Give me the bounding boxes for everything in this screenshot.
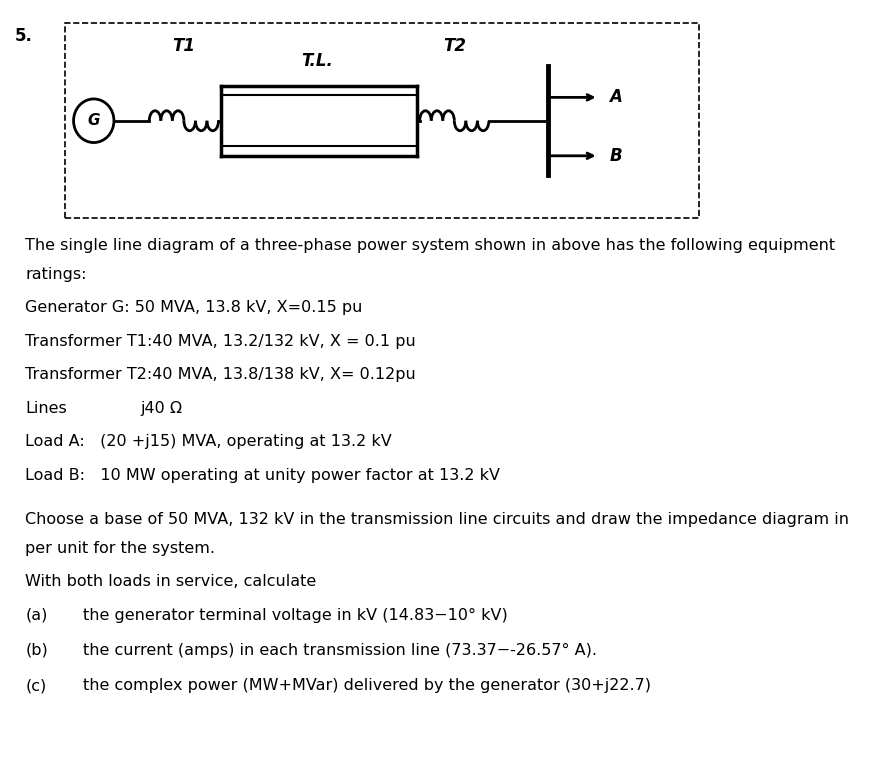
Text: (c): (c)	[26, 678, 47, 693]
Text: T2: T2	[443, 37, 466, 55]
Text: A: A	[609, 88, 622, 107]
Text: Choose a base of 50 MVA, 132 kV in the transmission line circuits and draw the i: Choose a base of 50 MVA, 132 kV in the t…	[26, 512, 850, 527]
Text: j40 Ω: j40 Ω	[141, 400, 183, 416]
Text: Load B:   10 MW operating at unity power factor at 13.2 kV: Load B: 10 MW operating at unity power f…	[26, 467, 500, 483]
Text: Load A:   (20 +j15) MVA, operating at 13.2 kV: Load A: (20 +j15) MVA, operating at 13.2…	[26, 434, 392, 449]
Text: Lines: Lines	[26, 400, 67, 416]
Text: The single line diagram of a three-phase power system shown in above has the fol: The single line diagram of a three-phase…	[26, 238, 835, 253]
Text: 5.: 5.	[14, 27, 33, 45]
Text: ratings:: ratings:	[26, 266, 87, 282]
Text: B: B	[609, 146, 622, 165]
Text: Transformer T2:40 MVA, 13.8/138 kV, X= 0.12pu: Transformer T2:40 MVA, 13.8/138 kV, X= 0…	[26, 367, 416, 382]
Text: T1: T1	[172, 37, 195, 55]
Text: the generator terminal voltage in kV (14.83−10° kV): the generator terminal voltage in kV (14…	[83, 608, 507, 623]
Text: Transformer T1:40 MVA, 13.2/132 kV, X = 0.1 pu: Transformer T1:40 MVA, 13.2/132 kV, X = …	[26, 333, 416, 349]
Text: per unit for the system.: per unit for the system.	[26, 541, 215, 556]
Text: G: G	[88, 113, 100, 129]
Text: the current (amps) in each transmission line (73.37−-26.57° A).: the current (amps) in each transmission …	[83, 643, 597, 658]
Text: the complex power (MW+MVar) delivered by the generator (30+j22.7): the complex power (MW+MVar) delivered by…	[83, 678, 651, 693]
Text: Generator G: 50 MVA, 13.8 kV, X=0.15 pu: Generator G: 50 MVA, 13.8 kV, X=0.15 pu	[26, 300, 362, 315]
Text: With both loads in service, calculate: With both loads in service, calculate	[26, 574, 316, 590]
Text: T.L.: T.L.	[301, 52, 333, 70]
Text: (a): (a)	[26, 608, 48, 623]
Text: (b): (b)	[26, 643, 48, 658]
